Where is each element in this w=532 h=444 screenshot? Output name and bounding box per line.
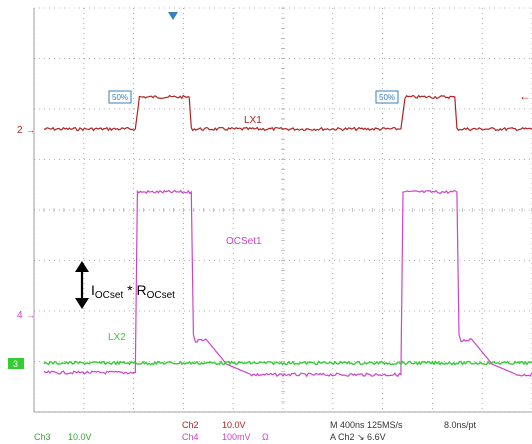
footer-timebase: M 400ns 125MS/s (330, 420, 403, 430)
trace-lx1 (43, 94, 532, 132)
ch4-ground-arrow: → (26, 310, 35, 320)
trigger-position-marker (168, 12, 178, 20)
waveform-traces (43, 94, 532, 378)
cursor-label-right: 50% (379, 93, 395, 102)
footer-ch2-name: Ch2 (182, 420, 199, 430)
footer-ch3-name: Ch3 (34, 432, 51, 442)
trace-lx2 (43, 360, 532, 366)
annotation-sub2: OCset (147, 290, 176, 301)
label-lx2: LX2 (108, 332, 126, 343)
ch4-ground-marker: 4 (17, 310, 23, 321)
ch3-ground-marker: 3 (13, 359, 18, 369)
annotation-mid: * R (123, 282, 146, 298)
annotation-iocset-rocset: IOCset * ROCset (91, 282, 175, 301)
footer-readouts: Ch3 10.0V Ch2 10.0V Ch4 100mV Ω M 400ns … (34, 420, 477, 442)
trace-ocset1 (43, 189, 532, 378)
cursor-box-right (375, 90, 399, 104)
annotation-i: I (91, 282, 95, 298)
offset-double-arrow (75, 261, 89, 309)
footer-ch4-unit: Ω (262, 432, 269, 442)
ch3-ground-marker-box (8, 358, 24, 369)
footer-trigger: A Ch2 ↘ 6.6V (330, 432, 386, 442)
footer-ch4-name: Ch4 (182, 432, 199, 442)
footer-ch3-scale: 10.0V (68, 432, 92, 442)
ch2-ground-arrow: → (26, 125, 35, 135)
footer-ch4-scale: 100mV (222, 432, 251, 442)
label-lx1: LX1 (244, 115, 262, 126)
cursor-box-left (108, 90, 132, 104)
label-ocset1: OCSet1 (226, 236, 262, 247)
right-edge-arrow: ← (519, 89, 531, 103)
ch2-ground-marker: 2 (17, 125, 23, 136)
footer-ch2-scale: 10.0V (222, 420, 246, 430)
cursor-label-left: 50% (112, 93, 128, 102)
annotation-sub1: OCset (95, 290, 124, 301)
footer-resolution: 8.0ns/pt (444, 420, 477, 430)
